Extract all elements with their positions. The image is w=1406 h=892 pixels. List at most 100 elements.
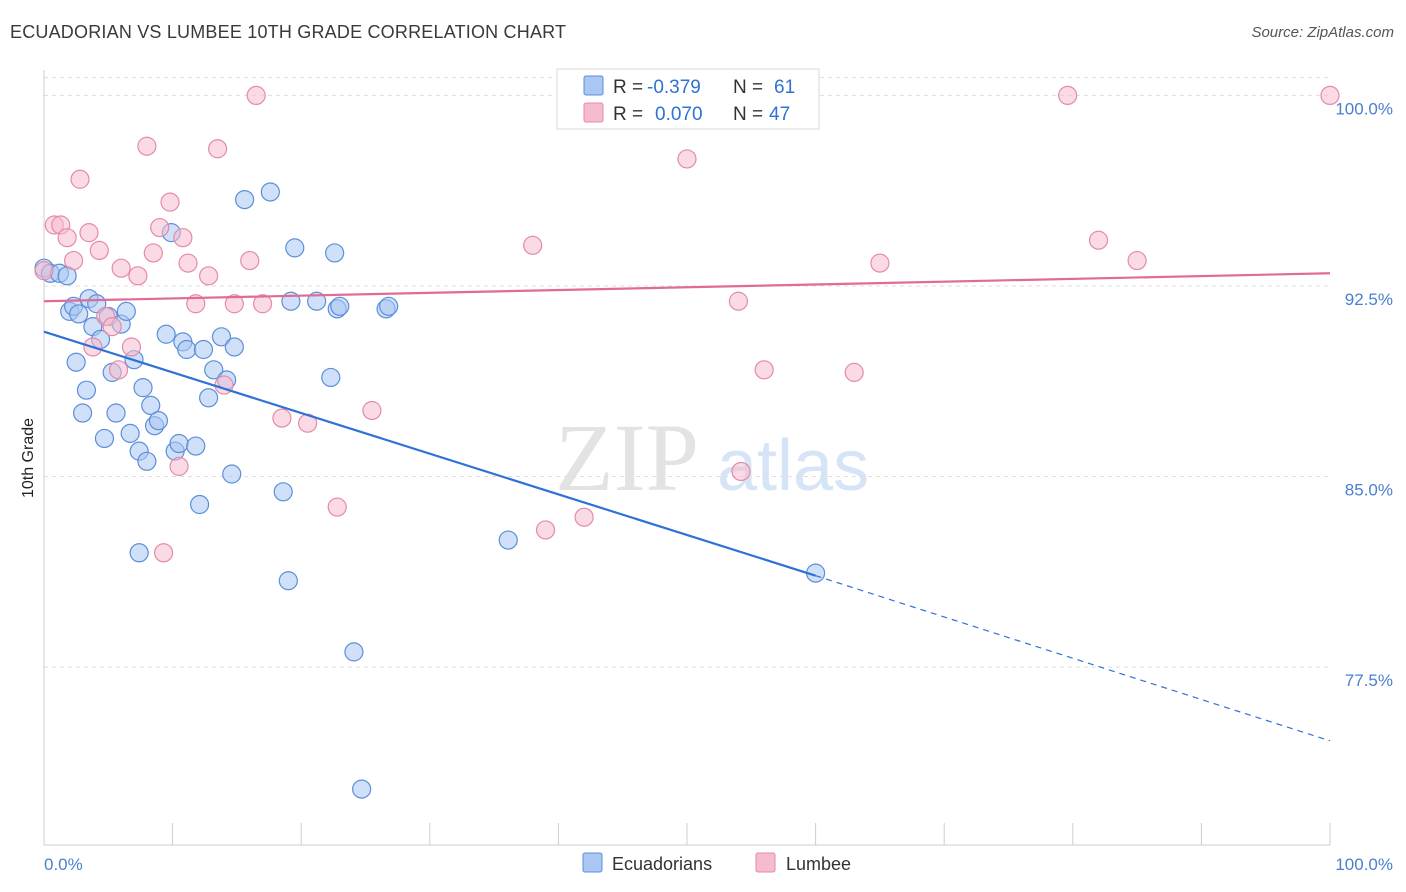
ecuadorian-point [116,301,136,321]
ecuadorian-point [148,411,169,431]
ecuadorians-swatch [583,75,604,96]
chart-title: ECUADORIAN VS LUMBEE 10TH GRADE CORRELAT… [10,22,567,42]
lumbee-point [150,217,170,238]
ecuadorian-point [222,464,242,484]
ecuadorian-point [156,324,176,344]
lumbee-point [246,85,266,106]
x-ticks [43,823,1331,845]
ecuadorian-point [190,494,210,515]
ecuadorian-point [76,380,97,400]
lumbee-points [34,85,1340,563]
ecuadorian-point [133,378,153,398]
ecuadorian-point [285,238,305,258]
stats-r-value-1: -0.379 [647,77,701,98]
lumbee-point [111,258,131,278]
ecuadorian-point [204,360,224,380]
lumbee-point [169,456,189,476]
lumbee-point [1058,85,1078,106]
lumbee-point [108,360,129,380]
lumbee-point [89,240,109,261]
ecuadorian-point [330,296,350,316]
lumbee-point [574,507,594,527]
ecuadorian-point [169,433,189,454]
ecuadorian-point [307,291,327,311]
ecuadorian-point [325,243,345,263]
stats-n-value-1: 61 [774,77,795,98]
ecuadorian-point [199,388,219,408]
ecuadorian-point [498,530,518,550]
legend-ecuadorians-label: Ecuadorians [612,854,712,874]
source-credit: Source: ZipAtlas.com [1251,24,1394,41]
lumbee-point [1088,230,1109,250]
x-tick-label-min: 0.0% [44,855,83,874]
legend-ecuadorians-swatch [582,852,603,873]
ecuadorian-point [352,779,372,799]
ecuadorian-point [72,403,93,423]
ecuadorian-point [321,367,341,388]
lumbee-point [57,228,77,248]
y-tick-label: 92.5% [1345,290,1393,309]
lumbee-swatch [583,102,604,123]
stats-legend: R = -0.379 N = 61 R = 0.070 N = 47 [556,68,820,130]
lumbee-point [160,192,180,212]
lumbee-point [1127,250,1147,271]
watermark-zip: ZIP [555,404,699,511]
ecuadorians-trend-extension [815,575,1331,742]
ecuadorian-point [106,403,126,423]
x-tick-label-max: 100.0% [1335,855,1393,874]
ecuadorian-point [379,296,399,316]
ecuadorian-point [69,304,89,324]
lumbee-point [79,223,99,243]
stats-n-label-1: N = [733,77,763,98]
lumbee-point [677,149,697,169]
lumbee-point [253,294,273,314]
lumbee-point [143,243,163,263]
lumbee-point [272,408,292,428]
lumbee-point [523,235,543,255]
lumbee-point [173,228,193,248]
lumbee-point [63,250,84,271]
lumbee-point [199,266,219,286]
stats-n-label-2: N = [733,104,763,125]
lumbee-point [102,317,122,337]
lumbee-point [178,253,198,273]
ecuadorians-trend-line [43,330,816,577]
lumbee-point [362,400,382,421]
ecuadorian-point [120,423,140,443]
ecuadorian-point [278,571,298,591]
stats-r-label-1: R = [613,77,643,98]
ecuadorian-point [137,451,157,471]
legend-lumbee-label: Lumbee [786,854,851,874]
lumbee-point [208,139,228,159]
ecuadorian-point [186,436,206,456]
lumbee-point [1320,85,1340,106]
stats-r-value-2: 0.070 [655,104,703,125]
lumbee-point [153,543,174,563]
lumbee-point [137,136,157,156]
lumbee-trend-line [43,272,1331,303]
ecuadorians-points [34,182,826,799]
ecuadorian-point [344,642,364,662]
ecuadorian-point [273,482,293,502]
ecuadorian-point [129,543,149,563]
lumbee-point [121,337,142,357]
ecuadorian-point [260,182,280,202]
stats-r-label-2: R = [613,104,643,125]
trend-lines [43,272,1331,742]
y-axis-label: 10th Grade [20,418,37,498]
lumbee-point [844,362,864,382]
lumbee-point [128,266,148,286]
ecuadorian-point [235,189,255,210]
lumbee-point [535,520,556,540]
ecuadorian-point [177,339,197,360]
lumbee-point [34,261,54,281]
lumbee-point [870,253,890,273]
lumbee-point [731,461,751,482]
lumbee-point [754,360,774,380]
lumbee-point [327,497,347,517]
stats-n-value-2: 47 [769,104,790,125]
ecuadorian-point [211,327,232,347]
lumbee-point [70,169,90,189]
y-tick-label: 85.0% [1345,481,1393,500]
